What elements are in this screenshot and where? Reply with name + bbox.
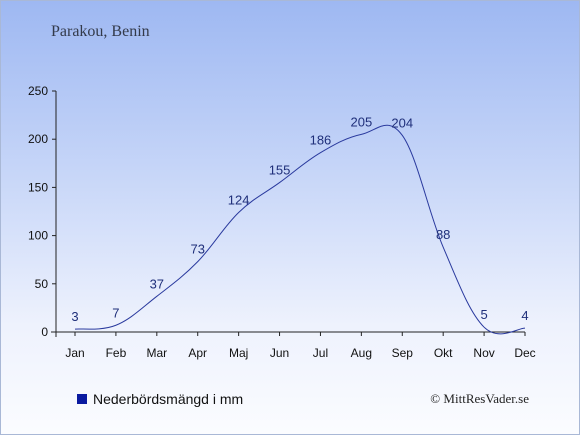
x-tick-label: Maj bbox=[229, 346, 248, 360]
x-tick-label: Aug bbox=[351, 346, 372, 360]
copyright-text: © MittResVader.se bbox=[430, 391, 529, 406]
x-tick-label: Jun bbox=[270, 346, 289, 360]
legend-swatch bbox=[77, 394, 87, 404]
legend: Nederbördsmängd i mm bbox=[77, 391, 243, 407]
data-label: 4 bbox=[521, 308, 528, 323]
precipitation-line bbox=[74, 124, 526, 335]
data-label: 186 bbox=[310, 133, 332, 148]
y-tick-label: 100 bbox=[28, 229, 48, 243]
x-tick-label: Okt bbox=[434, 346, 453, 360]
data-label: 155 bbox=[269, 163, 291, 178]
x-tick-label: Apr bbox=[188, 346, 207, 360]
chart-title: Parakou, Benin bbox=[51, 23, 150, 40]
data-label: 124 bbox=[228, 192, 250, 207]
x-tick-label: Jan bbox=[65, 346, 84, 360]
data-label: 7 bbox=[112, 305, 119, 320]
x-tick-label: Nov bbox=[473, 346, 494, 360]
y-tick-label: 50 bbox=[35, 277, 49, 291]
x-tick-label: Jul bbox=[313, 346, 328, 360]
data-label: 73 bbox=[190, 242, 204, 257]
data-label: 3 bbox=[71, 309, 78, 324]
y-tick-label: 250 bbox=[28, 84, 48, 98]
data-label: 205 bbox=[351, 114, 373, 129]
tick-labels: 0 50 100 150 200 250 Jan Feb Mar Apr Maj Jun Jul Aug S… bbox=[28, 84, 536, 360]
x-tick-label: Sep bbox=[392, 346, 414, 360]
x-tick-label: Mar bbox=[146, 346, 167, 360]
x-tick-label: Feb bbox=[106, 346, 127, 360]
data-label: 37 bbox=[150, 276, 164, 291]
y-tick-label: 0 bbox=[41, 325, 48, 339]
x-tick-label: Dec bbox=[514, 346, 535, 360]
axes bbox=[51, 90, 526, 337]
y-tick-label: 200 bbox=[28, 132, 48, 146]
data-label: 5 bbox=[480, 307, 487, 322]
y-tick-label: 150 bbox=[28, 180, 48, 194]
data-label: 204 bbox=[391, 115, 413, 130]
data-label: 88 bbox=[436, 227, 450, 242]
legend-label: Nederbördsmängd i mm bbox=[93, 391, 244, 407]
